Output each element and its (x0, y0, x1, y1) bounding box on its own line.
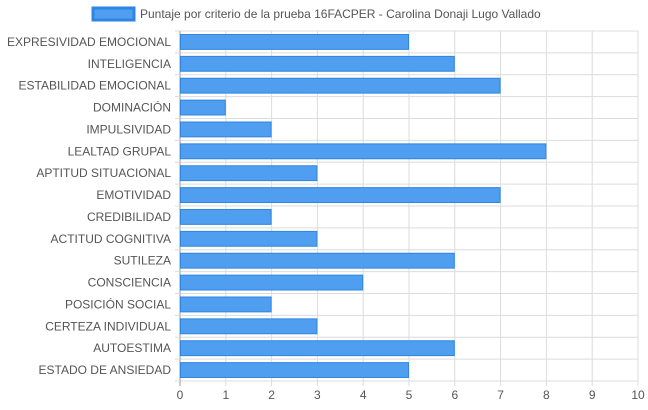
bar[interactable] (180, 187, 501, 203)
category-label: INTELIGENCIA (88, 57, 171, 71)
x-tick-label: 0 (177, 388, 184, 402)
category-label: ESTADO DE ANSIEDAD (39, 363, 172, 377)
bar[interactable] (180, 143, 547, 160)
category-label: APTITUD SITUACIONAL (36, 166, 171, 180)
x-tick-label: 10 (631, 388, 645, 402)
category-labels: EXPRESIVIDAD EMOCIONAL INTELIGENCIA ESTABI… (7, 35, 171, 377)
category-label: SUTILEZA (114, 254, 171, 268)
category-label: CERTEZA INDIVIDUAL (45, 319, 171, 333)
category-label: ESTABILIDAD EMOCIONAL (19, 79, 172, 93)
bar[interactable] (180, 340, 455, 357)
legend-label: Puntaje por criterio de la prueba 16FACP… (140, 7, 541, 21)
x-tick-label: 1 (222, 388, 229, 402)
category-label: EMOTIVIDAD (96, 188, 171, 202)
category-label: POSICIÓN SOCIAL (65, 296, 171, 311)
bar[interactable] (180, 252, 455, 269)
x-tick-label: 7 (497, 388, 504, 402)
category-label: AUTOESTIMA (93, 341, 171, 355)
x-tick-label: 9 (589, 388, 596, 402)
legend[interactable]: Puntaje por criterio de la prueba 16FACP… (91, 6, 541, 22)
bar[interactable] (180, 230, 318, 247)
bar[interactable] (180, 296, 272, 313)
x-tick-label: 6 (451, 388, 458, 402)
category-label: CREDIBILIDAD (87, 210, 171, 224)
bar[interactable] (180, 274, 364, 291)
category-label: IMPULSIVIDAD (86, 122, 171, 136)
bar[interactable] (180, 362, 409, 378)
bar[interactable] (180, 121, 272, 138)
x-axis-ticks: 0 1 2 3 4 5 6 7 8 9 10 (177, 388, 645, 402)
x-tick-label: 2 (268, 388, 275, 402)
bar[interactable] (180, 99, 226, 116)
legend-swatch (91, 6, 136, 22)
bar[interactable] (180, 165, 318, 182)
x-tick-label: 8 (543, 388, 550, 402)
grid-lines (175, 30, 639, 386)
x-tick-label: 4 (360, 388, 367, 402)
category-label: DOMINACIÓN (93, 100, 171, 115)
bar[interactable] (180, 34, 409, 50)
category-label: LEALTAD GRUPAL (68, 144, 172, 158)
bar[interactable] (180, 318, 318, 335)
x-tick-label: 5 (406, 388, 413, 402)
category-label: ACTITUD COGNITIVA (51, 232, 171, 246)
bar[interactable] (180, 55, 455, 72)
x-tick-label: 3 (314, 388, 321, 402)
category-label: CONSCIENCIA (88, 276, 171, 290)
bar[interactable] (180, 77, 501, 94)
bar[interactable] (180, 209, 272, 225)
category-label: EXPRESIVIDAD EMOCIONAL (7, 35, 171, 49)
bars (180, 34, 547, 378)
